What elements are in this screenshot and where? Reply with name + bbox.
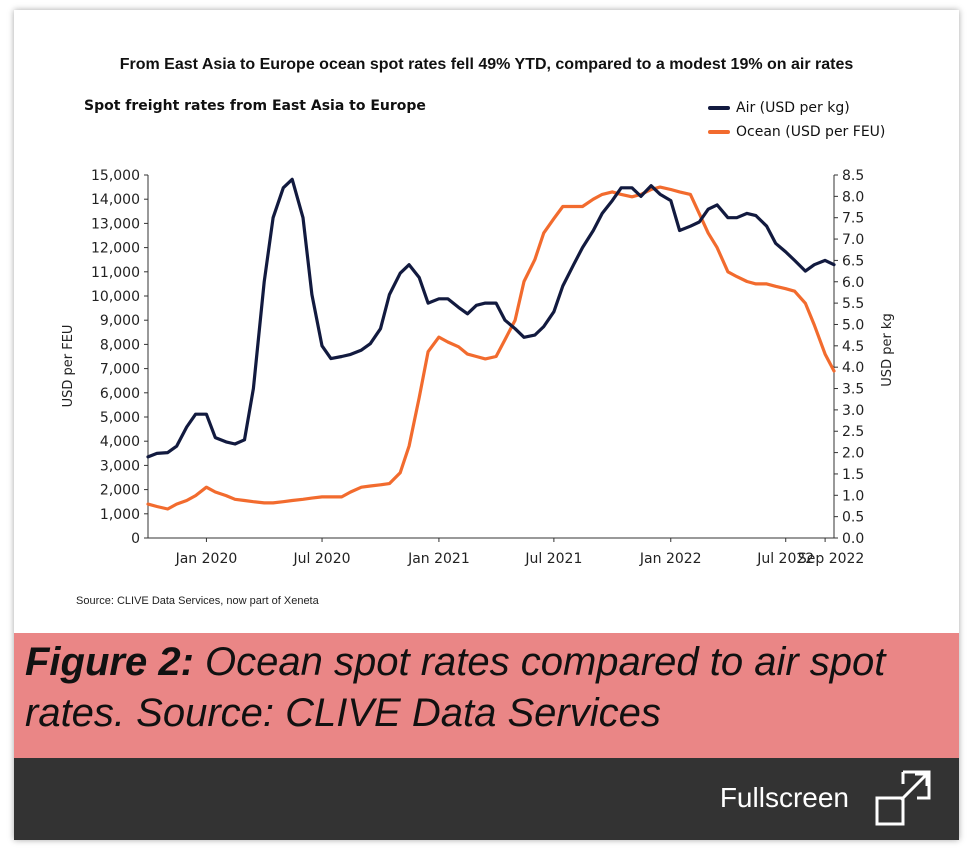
y-axis-left-label: USD per FEU <box>61 325 76 408</box>
y-left-tick-label: 1,000 <box>100 507 140 523</box>
legend-label-ocean: Ocean (USD per FEU) <box>736 124 886 140</box>
chart-legend: Air (USD per kg) Ocean (USD per FEU) <box>708 96 885 144</box>
x-tick-label: Jul 2022 <box>756 551 814 567</box>
y-left-tick-label: 7,000 <box>100 362 140 378</box>
y-right-tick-label: 5.0 <box>842 317 864 333</box>
x-tick-label: Sep 2022 <box>798 551 864 567</box>
y-left-tick-label: 8,000 <box>100 337 140 353</box>
legend-label-air: Air (USD per kg) <box>736 100 850 116</box>
figure-caption: Figure 2: Ocean spot rates compared to a… <box>14 633 959 758</box>
series-layer <box>146 177 836 511</box>
y-left-tick-label: 14,000 <box>91 192 140 208</box>
y-left-tick-label: 0 <box>131 531 140 547</box>
y-left-tick-label: 9,000 <box>100 313 140 329</box>
legend-item-ocean: Ocean (USD per FEU) <box>708 120 885 144</box>
fullscreen-label: Fullscreen <box>719 782 849 813</box>
caption-body: Ocean spot rates compared to air spot ra… <box>25 640 886 735</box>
y-right-tick-label: 4.0 <box>842 360 864 376</box>
figure-card: From East Asia to Europe ocean spot rate… <box>14 10 959 840</box>
y-right-tick-label: 8.0 <box>842 189 864 205</box>
y-left-tick-label: 5,000 <box>100 410 140 426</box>
y-right-tick-label: 3.5 <box>842 382 864 398</box>
fullscreen-button[interactable]: Fullscreen <box>720 766 933 830</box>
legend-swatch-ocean <box>708 130 730 134</box>
source-note: Source: CLIVE Data Services, now part of… <box>76 595 319 607</box>
y-right-tick-label: 1.0 <box>842 488 864 504</box>
axes-layer: 0 1,000 2,000 3,000 4,000 5,000 6,000 7,000 8,00… <box>91 168 864 567</box>
y-axis-right-label: USD per kg <box>880 313 895 386</box>
y-left-tick-label: 6,000 <box>100 386 140 402</box>
caption-text: Figure 2: Ocean spot rates compared to a… <box>25 637 945 739</box>
y-left-tick-label: 2,000 <box>100 483 140 499</box>
y-right-tick-label: 8.5 <box>842 168 864 184</box>
y-right-tick-label: 4.5 <box>842 339 864 355</box>
x-tick-label: Jan 2022 <box>639 551 702 567</box>
line-chart: 0 1,000 2,000 3,000 4,000 5,000 6,000 7,000 8,00… <box>61 168 895 567</box>
y-left-tick-label: 12,000 <box>91 241 140 257</box>
legend-swatch-air <box>708 106 730 110</box>
y-left-tick-label: 15,000 <box>91 168 140 184</box>
bottom-bar: Fullscreen <box>14 758 959 840</box>
caption-prefix: Figure 2: <box>25 640 194 684</box>
y-right-tick-label: 5.5 <box>842 296 864 312</box>
series-line-air <box>146 177 836 459</box>
y-right-tick-label: 1.5 <box>842 467 864 483</box>
chart-title: Spot freight rates from East Asia to Eur… <box>84 98 426 114</box>
y-right-tick-label: 0.5 <box>842 510 864 526</box>
legend-item-air: Air (USD per kg) <box>708 96 885 120</box>
x-tick-label: Jul 2020 <box>293 551 351 567</box>
y-left-tick-label: 3,000 <box>100 458 140 474</box>
y-right-tick-label: 7.0 <box>842 232 864 248</box>
y-left-tick-label: 4,000 <box>100 434 140 450</box>
y-right-tick-label: 3.0 <box>842 403 864 419</box>
x-tick-label: Jan 2020 <box>175 551 238 567</box>
x-tick-label: Jul 2021 <box>524 551 582 567</box>
series-line-ocean <box>146 185 836 511</box>
x-tick-label: Jan 2021 <box>407 551 470 567</box>
y-right-tick-label: 0.0 <box>842 531 864 547</box>
y-left-tick-label: 13,000 <box>91 216 140 232</box>
y-right-tick-label: 2.0 <box>842 446 864 462</box>
y-left-tick-label: 10,000 <box>91 289 140 305</box>
chart-headline: From East Asia to Europe ocean spot rate… <box>119 56 854 73</box>
y-right-tick-label: 6.0 <box>842 275 864 291</box>
y-right-tick-label: 7.5 <box>842 211 864 227</box>
fullscreen-icon <box>875 770 931 826</box>
y-right-tick-label: 2.5 <box>842 424 864 440</box>
y-left-tick-label: 11,000 <box>91 265 140 281</box>
y-right-tick-label: 6.5 <box>842 253 864 269</box>
